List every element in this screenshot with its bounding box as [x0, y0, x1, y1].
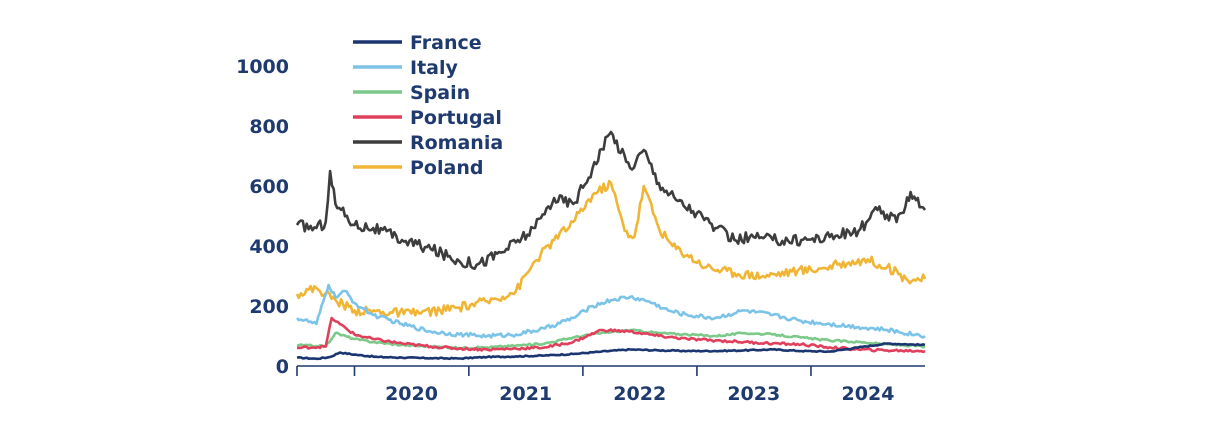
y-tick-label: 600	[249, 176, 289, 198]
y-tick-label: 1000	[236, 56, 289, 78]
plot-area	[295, 130, 927, 361]
legend-label-spain: Spain	[410, 82, 470, 104]
legend-label-france: France	[410, 32, 482, 54]
x-tick-label: 2021	[499, 383, 552, 405]
series-line-poland	[295, 179, 927, 318]
series-line-france	[296, 342, 926, 361]
x-tick-label: 2024	[842, 383, 895, 405]
x-tick-label: 2023	[727, 383, 780, 405]
x-axis-ticks: 2020 2021 2022 2023 2024	[296, 366, 895, 405]
y-axis-ticks: 0 200 400 600 800 1000	[236, 56, 289, 378]
series-line-italy	[296, 283, 926, 339]
legend-label-poland: Poland	[410, 157, 483, 179]
series-line-romania	[295, 130, 927, 270]
legend-label-portugal: Portugal	[410, 107, 502, 129]
legend-label-romania: Romania	[410, 132, 503, 154]
series-line-portugal	[296, 316, 926, 354]
y-tick-label: 200	[249, 296, 289, 318]
series-line-spain	[296, 328, 926, 350]
y-tick-label: 0	[276, 356, 289, 378]
y-tick-label: 400	[249, 236, 289, 258]
x-tick-label: 2022	[613, 383, 666, 405]
x-tick-label: 2020	[385, 383, 438, 405]
legend: France Italy Spain Portugal Romania Poland	[353, 32, 503, 179]
legend-label-italy: Italy	[410, 57, 458, 79]
y-tick-label: 800	[249, 116, 289, 138]
